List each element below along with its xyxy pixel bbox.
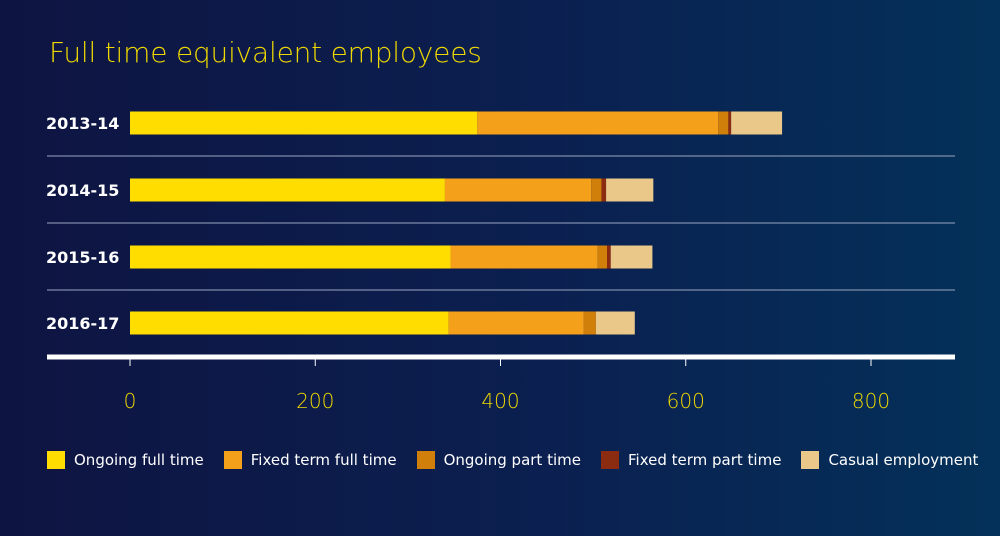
x-axis-line [47,354,955,360]
bar-segment [130,178,445,202]
legend-swatch [47,451,65,469]
legend-item: Fixed term part time [600,451,782,469]
bar-segment [477,111,719,135]
x-tick-label: 800 [852,389,890,413]
bar-segment [591,178,602,202]
bar-segment [718,111,729,135]
category-label: 2013-14 [46,114,119,133]
bar-segment [130,245,451,269]
category-label: 2015-16 [46,248,119,267]
bar-segment [450,245,598,269]
legend-item: Ongoing part time [416,451,581,469]
legend-item: Casual employment [801,451,978,469]
bar-segment [583,311,596,335]
x-tick-label: 400 [481,389,519,413]
bar-segment [597,245,608,269]
category-label: 2016-17 [46,314,119,333]
legend-item: Ongoing full time [47,451,204,469]
legend-swatch [223,451,242,469]
x-tick-label: 600 [667,389,705,413]
chart-title: Full time equivalent employees [49,36,482,69]
legend-swatch [416,451,435,469]
bar-segment [595,311,635,335]
legend-label: Casual employment [828,451,979,469]
bar-segment [448,311,584,335]
legend-swatch [600,451,619,469]
legend-label: Ongoing full time [74,451,204,469]
bar-segment [130,111,478,135]
bar-segment [610,245,653,269]
chart-legend: Ongoing full time Fixed term full time Ong… [47,451,978,469]
x-tick-label: 0 [124,389,137,413]
bar-segment [607,245,611,269]
bar-segment [130,311,449,335]
bar-segment [444,178,592,202]
legend-item: Fixed term full time [223,451,397,469]
x-tick-label: 200 [296,389,334,413]
legend-label: Fixed term full time [250,451,397,469]
bar-segment [731,111,783,135]
legend-label: Ongoing part time [443,451,581,469]
category-label: 2014-15 [46,181,119,200]
bar-segment [601,178,607,202]
legend-label: Fixed term part time [627,451,782,469]
bar-segment [606,178,654,202]
bar-segment [728,111,732,135]
legend-swatch [801,451,820,469]
